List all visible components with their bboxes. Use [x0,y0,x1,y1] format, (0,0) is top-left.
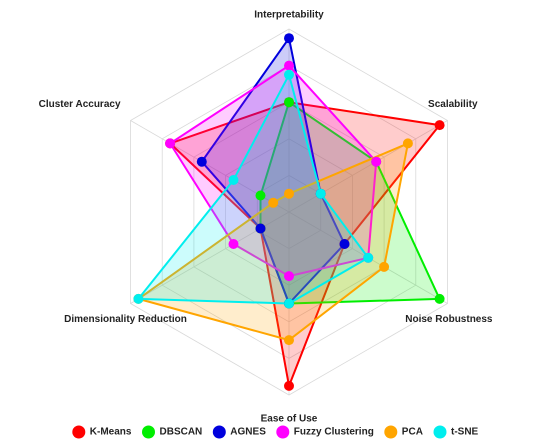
point-pca-noise-robustness [379,261,390,272]
point-dbscan-interpretability [284,97,294,108]
point-t-sne-dimensionality-reduction [133,293,144,304]
point-dbscan-noise-robustness [434,293,445,304]
axis-labels: Interpretability Scalability Noise Robustn… [39,10,493,425]
point-fuzzy-clustering-interpretability [284,60,294,71]
point-fuzzy-clustering-scalability [371,156,382,167]
legend-swatch [276,425,290,439]
point-k-means-ease-of-use [284,380,294,391]
legend-swatch [212,425,226,439]
legend-item-dbscan: DBSCAN [142,425,203,439]
legend-swatch [384,425,398,439]
legend-label: K-Means [90,427,132,438]
point-fuzzy-clustering-dimensionality-reduction [228,239,239,249]
legend-label: PCA [402,427,423,438]
axis-label-cluster-accuracy: Cluster Accuracy [39,99,121,110]
point-agnes-cluster-accuracy [196,156,207,167]
point-pca-scalability [402,138,413,149]
axis-label-ease-of-use: Ease of Use [261,414,318,425]
point-t-sne-noise-robustness [363,252,374,263]
point-t-sne-interpretability [284,69,294,80]
point-dbscan-cluster-accuracy [255,190,266,201]
legend: K-Means DBSCAN AGNES Fuzzy Clustering PCA t-S… [72,425,479,439]
legend-label: Fuzzy Clustering [294,427,374,438]
legend-swatch [72,425,86,439]
point-k-means-scalability [434,120,445,131]
point-fuzzy-clustering-cluster-accuracy [165,138,176,149]
point-agnes-dimensionality-reduction [255,223,266,234]
legend-label: AGNES [230,427,266,438]
axis-label-dimensionality-reduction: Dimensionality Reduction [64,314,187,325]
legend-label: DBSCAN [160,427,203,438]
point-pca-interpretability [284,188,294,199]
point-agnes-interpretability [284,33,294,44]
point-t-sne-ease-of-use [284,298,294,309]
axis-label-noise-robustness: Noise Robustness [405,314,493,325]
axis-spoke-scalability [288,120,448,213]
legend-item-fuzzy-clustering: Fuzzy Clustering [276,425,374,439]
point-pca-ease-of-use [284,335,294,346]
point-fuzzy-clustering-ease-of-use [284,271,294,282]
axis-label-interpretability: Interpretability [254,10,324,21]
legend-item-pca: PCA [384,425,423,439]
series-layer [133,33,445,391]
point-agnes-noise-robustness [339,239,350,249]
point-pca-cluster-accuracy [268,197,279,208]
legend-label: t-SNE [451,427,479,438]
marker-layer [133,33,445,391]
point-t-sne-cluster-accuracy [228,175,239,185]
legend-swatch [433,425,447,439]
point-t-sne-scalability [315,188,326,199]
legend-item-k-means: K-Means [72,425,132,439]
legend-item-t-sne: t-SNE [433,425,479,439]
axis-label-scalability: Scalability [428,99,478,110]
legend-swatch [142,425,155,439]
legend-item-agnes: AGNES [212,425,266,439]
